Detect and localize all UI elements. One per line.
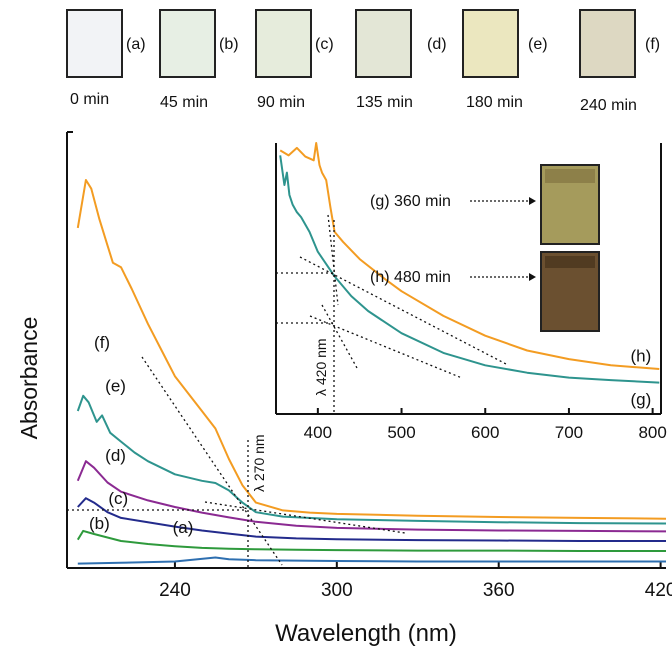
vial-time: 90 min (257, 94, 305, 111)
vial-photo (462, 9, 519, 78)
arrow-head-icon (529, 273, 536, 281)
vial-time: 45 min (160, 94, 208, 111)
series-line-f (76, 179, 667, 520)
series-line-c (77, 497, 666, 542)
vial-photo (355, 9, 412, 78)
series-label: (e) (105, 376, 126, 395)
inset-tangent-g-steep (321, 304, 358, 369)
vial-time: 180 min (466, 94, 523, 111)
vial-f: (f) 240 min (579, 9, 660, 114)
inset-background (276, 143, 661, 414)
series-label: (c) (108, 489, 128, 508)
vial-tag: (f) (645, 36, 660, 53)
x-ticks: 240 300 360 420 (159, 562, 672, 601)
series-line-b (76, 529, 666, 552)
vial-tag: (c) (315, 36, 334, 53)
x-tick-label: 500 (387, 423, 415, 442)
vial-tag: (a) (126, 36, 146, 53)
vial-tag: (e) (528, 36, 548, 53)
series-line-d (76, 460, 667, 533)
inset-x-ticks: 400 500 600 700 800 (304, 408, 667, 442)
vial-photo (159, 9, 216, 78)
inset-vial-g: (g) 360 min (370, 164, 600, 245)
series-label: (h) (631, 347, 652, 366)
x-tick-label: 240 (159, 580, 191, 601)
tangent-line-baseline (204, 501, 406, 534)
x-tick-label: 600 (471, 423, 499, 442)
vial-b: (b) 45 min (159, 9, 239, 111)
arrow-head-icon (529, 197, 536, 205)
series-label: (a) (173, 518, 194, 537)
inset-series-labels: (h) (g) (631, 347, 652, 409)
vial-d: (d) 135 min (355, 9, 447, 111)
vial-photo (66, 9, 123, 78)
inset-tangent-g-tail (309, 315, 463, 379)
inset-vial-label: (g) 360 min (370, 193, 451, 210)
x-tick-label: 700 (555, 423, 583, 442)
y-axis-title: Absorbance (16, 317, 42, 440)
series-label: (g) (631, 390, 652, 409)
x-tick-label: 360 (483, 580, 515, 601)
vial-strip: (a) 0 min (b) 45 min (c) 90 min (d) 135 … (66, 9, 660, 114)
series-group (76, 179, 667, 565)
tangent-line-steep (141, 356, 283, 566)
vial-time: 240 min (580, 97, 637, 114)
vial-tag: (b) (219, 36, 239, 53)
vial-shade (545, 256, 595, 268)
vial-shade (545, 169, 595, 183)
vial-photo (255, 9, 312, 78)
inset-chart: 400 500 600 700 800 (h) (g) λ 420 nm (g) 360 … (275, 142, 667, 442)
vial-time: 0 min (70, 91, 109, 108)
x-tick-label: 400 (304, 423, 332, 442)
main-chart: 240 300 360 420 (a) (b) (c) (d) (e) (f) λ 270 nm… (16, 131, 672, 647)
x-tick-label: 420 (645, 580, 672, 601)
x-tick-label: 300 (321, 580, 353, 601)
series-label: (b) (89, 514, 110, 533)
vial-photo (579, 9, 636, 78)
lambda-270-annotation: λ 270 nm (251, 434, 267, 492)
lambda-420-annotation: λ 420 nm (313, 338, 329, 396)
vial-e: (e) 180 min (462, 9, 548, 111)
inset-tangent-h-steep (327, 214, 339, 306)
series-label: (f) (94, 333, 110, 352)
series-line-a (77, 556, 666, 565)
series-label: (d) (105, 446, 126, 465)
vial-time: 135 min (356, 94, 413, 111)
x-axis-title: Wavelength (nm) (275, 620, 457, 647)
vial-tag: (d) (427, 36, 447, 53)
x-tick-label: 800 (638, 423, 666, 442)
guide-lines (67, 356, 406, 568)
vial-a: (a) 0 min (66, 9, 146, 108)
inset-vial-label: (h) 480 min (370, 269, 451, 286)
inset-guide-lines (276, 214, 509, 414)
series-line-e (76, 394, 667, 525)
vial-c: (c) 90 min (255, 9, 334, 111)
series-labels: (a) (b) (c) (d) (e) (f) (89, 333, 193, 537)
inset-tangent-h-tail (299, 256, 509, 366)
inset-vial-h: (h) 480 min (370, 251, 600, 332)
